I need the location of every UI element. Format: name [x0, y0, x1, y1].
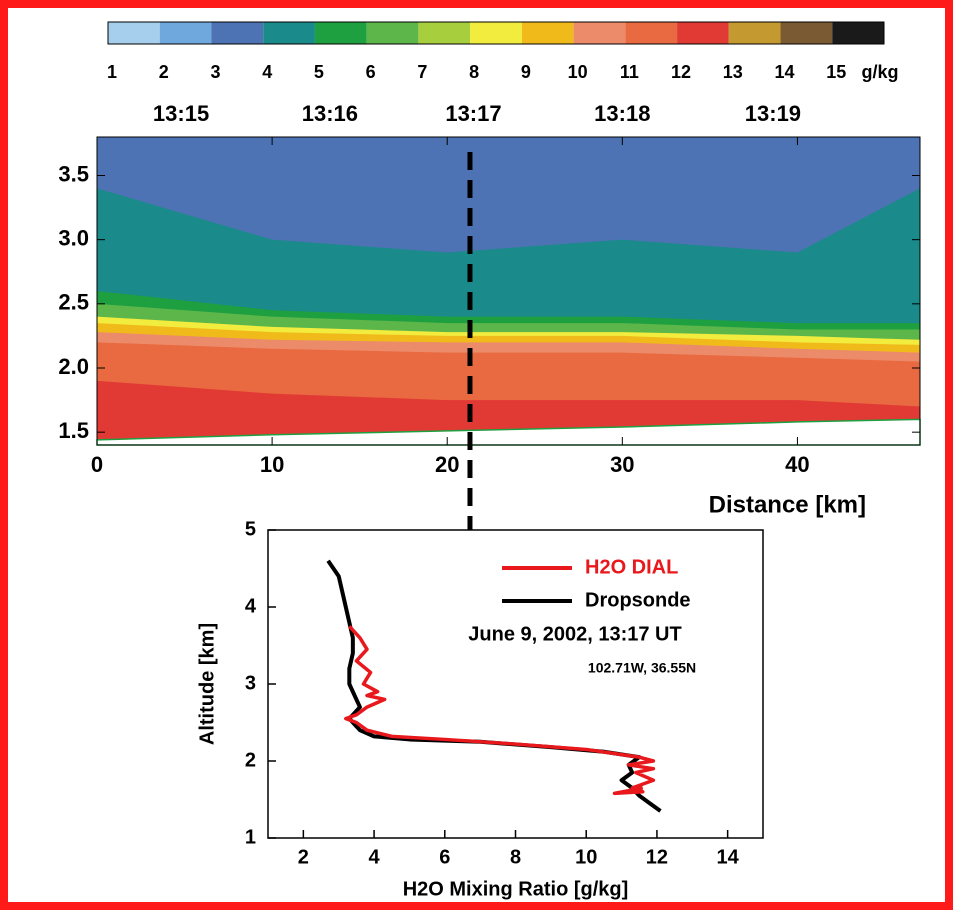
x-tick-label: 6 [439, 846, 450, 868]
colorbar-label: 15 [826, 62, 846, 82]
x-tick-label: 10 [575, 846, 597, 868]
y-tick-label: 2.0 [58, 354, 89, 379]
colorbar-cell [159, 22, 212, 44]
colorbar-label: 4 [262, 62, 272, 82]
colorbar-cell [418, 22, 471, 44]
annotation: 102.71W, 36.55N [588, 660, 696, 676]
colorbar-label: 2 [159, 62, 169, 82]
colorbar-label: 1 [107, 62, 117, 82]
contour-band [97, 380, 920, 440]
colorbar-cell [728, 22, 781, 44]
y-tick-label: 3.0 [58, 225, 89, 250]
colorbar-cell [314, 22, 367, 44]
time-tick-label: 13:19 [745, 101, 801, 126]
y-tick-label: 1 [245, 826, 256, 848]
x-axis-label: H2O Mixing Ratio [g/kg] [403, 878, 629, 900]
colorbar-cell [470, 22, 522, 44]
time-tick-label: 13:15 [153, 101, 209, 126]
time-tick-label: 13:18 [594, 101, 650, 126]
x-tick-label: 14 [717, 846, 740, 868]
colorbar-cell [211, 22, 264, 44]
annotation: June 9, 2002, 13:17 UT [468, 623, 681, 645]
x-tick-label: 0 [91, 452, 103, 477]
y-axis-label: Altitude [km] [196, 623, 218, 745]
legend-label: Dropsonde [585, 589, 691, 611]
y-tick-label: 3.5 [58, 161, 89, 186]
x-tick-label: 12 [646, 846, 668, 868]
y-tick-label: 3 [245, 672, 256, 694]
colorbar-label: 6 [366, 62, 376, 82]
colorbar-unit: g/kg [861, 62, 898, 82]
y-tick-label: 2.5 [58, 290, 89, 315]
colorbar-frame [107, 21, 885, 45]
colorbar-cell [832, 22, 884, 44]
colorbar-cell [573, 22, 626, 44]
x-tick-label: 40 [785, 452, 809, 477]
y-tick-label: 2 [245, 749, 256, 771]
legend-label: H2O DIAL [585, 556, 678, 578]
y-tick-label: 4 [245, 595, 257, 617]
colorbar-label: 12 [671, 62, 691, 82]
x-tick-label: 2 [298, 846, 309, 868]
y-tick-label: 1.5 [58, 418, 89, 443]
colorbar-cell [366, 22, 419, 44]
time-tick-label: 13:17 [445, 101, 501, 126]
plot-frame [267, 529, 764, 839]
colorbar-cell [780, 22, 833, 44]
x-tick-label: 4 [369, 846, 381, 868]
colorbar-label: 7 [417, 62, 427, 82]
colorbar-cell [625, 22, 678, 44]
x-tick-label: 8 [510, 846, 521, 868]
y-tick-label: 5 [245, 518, 256, 540]
colorbar-cell [263, 22, 315, 44]
colorbar-label: 11 [620, 62, 639, 82]
colorbar-label: 8 [469, 62, 479, 82]
colorbar-cell [108, 22, 160, 44]
colorbar-label: 3 [210, 62, 220, 82]
x-tick-label: 30 [610, 452, 634, 477]
colorbar-cell [677, 22, 729, 44]
x-tick-label: 10 [260, 452, 284, 477]
time-tick-label: 13:16 [302, 101, 358, 126]
colorbar-label: 13 [723, 62, 743, 82]
plot-frame [96, 136, 921, 446]
colorbar-label: 10 [568, 62, 588, 82]
series-line [344, 625, 656, 796]
colorbar-label: 9 [521, 62, 531, 82]
colorbar-label: 5 [314, 62, 324, 82]
colorbar-cell [521, 22, 574, 44]
x-tick-label: 20 [435, 452, 459, 477]
colorbar-label: 14 [775, 62, 795, 82]
x-axis-label: Distance [km] [709, 491, 866, 518]
